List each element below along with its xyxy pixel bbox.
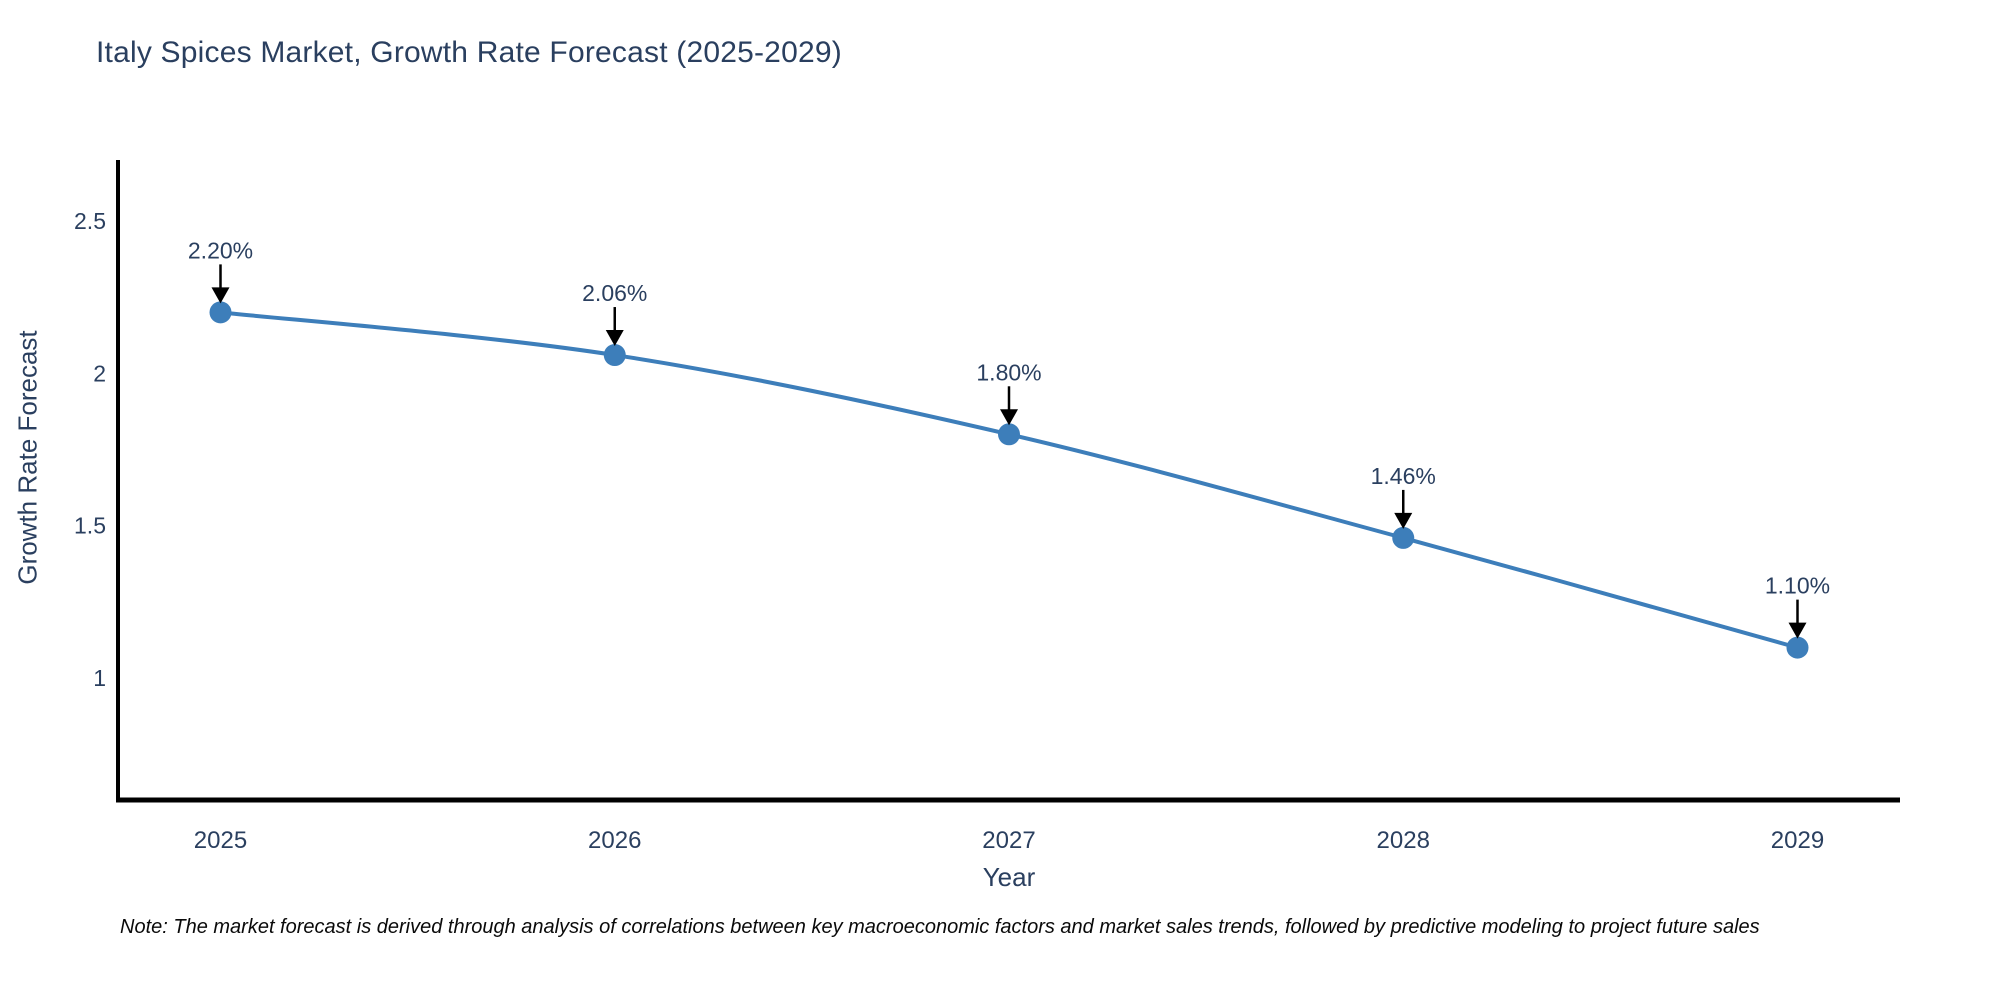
footnote-text: Note: The market forecast is derived thr…	[120, 916, 1760, 938]
data-point-marker	[603, 344, 626, 367]
data-point-label: 1.80%	[976, 359, 1041, 385]
y-tick-label: 1.5	[74, 513, 106, 539]
annotation-arrow-head	[605, 330, 624, 347]
x-tick-label: 2029	[1771, 827, 1824, 854]
data-point-label: 2.20%	[188, 237, 253, 263]
annotation-arrow-head	[1000, 409, 1018, 426]
data-point-marker	[209, 301, 232, 324]
x-tick-label: 2028	[1377, 827, 1430, 854]
x-tick-label: 2026	[588, 827, 641, 854]
y-tick-label: 2	[93, 360, 106, 386]
x-tick-label: 2025	[194, 827, 247, 854]
y-axis-title: Growth Rate Forecast	[12, 330, 43, 585]
data-point-marker	[998, 423, 1020, 446]
data-point-label: 2.06%	[582, 280, 647, 306]
data-point-label: 1.46%	[1371, 463, 1436, 489]
y-tick-label: 2.5	[74, 208, 106, 234]
annotation-arrow-head	[1788, 622, 1807, 639]
x-axis-title: Year	[982, 862, 1036, 892]
data-point-marker	[1392, 526, 1415, 549]
annotation-arrow-head	[1394, 512, 1413, 529]
chart-title: Italy Spices Market, Growth Rate Forecas…	[96, 36, 842, 69]
y-tick-label: 1	[93, 665, 106, 691]
x-tick-label: 2027	[982, 827, 1035, 854]
annotation-arrow-head	[211, 287, 230, 304]
data-point-label: 1.10%	[1765, 573, 1830, 599]
data-point-marker	[1786, 636, 1809, 659]
